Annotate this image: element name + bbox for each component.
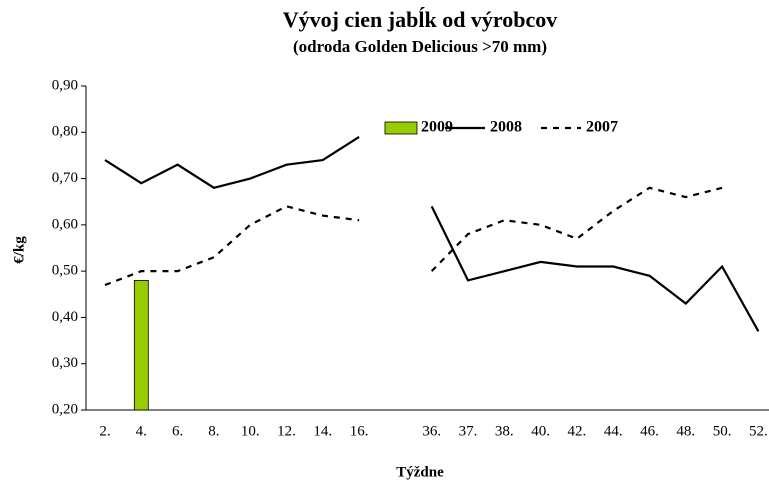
x-tick-label: 37.: [459, 423, 478, 439]
x-tick-label: 42.: [568, 423, 587, 439]
x-tick-label: 4.: [136, 423, 147, 439]
x-tick-label: 36.: [422, 423, 441, 439]
x-tick-label: 12.: [277, 423, 296, 439]
x-tick-label: 46.: [640, 423, 659, 439]
y-tick-label: 0,20: [52, 401, 78, 417]
y-axis-label: €/kg: [11, 236, 27, 264]
y-tick-label: 0,60: [52, 216, 78, 232]
bar: [133, 279, 149, 411]
x-axis-label: Týždne: [396, 464, 444, 480]
x-tick-label: 44.: [604, 423, 623, 439]
y-tick-label: 0,70: [52, 170, 78, 186]
y-tick-label: 0,90: [52, 77, 78, 93]
legend-label: 2009: [421, 119, 453, 136]
x-tick-label: 38.: [495, 423, 514, 439]
x-tick-label: 48.: [676, 423, 695, 439]
x-tick-label: 6.: [172, 423, 183, 439]
y-tick-label: 0,40: [52, 309, 78, 325]
y-tick-label: 0,80: [52, 124, 78, 140]
legend-label: 2008: [490, 119, 522, 136]
chart-title: Vývoj cien jabĺk od výrobcov: [283, 7, 558, 32]
legend-swatch: [384, 121, 418, 135]
x-tick-label: 14.: [313, 423, 332, 439]
x-tick-label: 10.: [241, 423, 260, 439]
x-tick-label: 2.: [99, 423, 110, 439]
line-series: [104, 135, 760, 332]
x-tick-label: 40.: [531, 423, 550, 439]
y-tick-label: 0,50: [52, 263, 78, 279]
legend-label: 2007: [586, 119, 618, 136]
x-tick-label: 50.: [713, 423, 732, 439]
chart-subtitle: (odroda Golden Delicious >70 mm): [293, 37, 547, 56]
x-tick-label: 8.: [208, 423, 219, 439]
x-tick-label: 16.: [350, 423, 369, 439]
x-tick-label: 52.: [749, 423, 768, 439]
line-series: [104, 186, 723, 287]
y-tick-label: 0,30: [52, 355, 78, 371]
